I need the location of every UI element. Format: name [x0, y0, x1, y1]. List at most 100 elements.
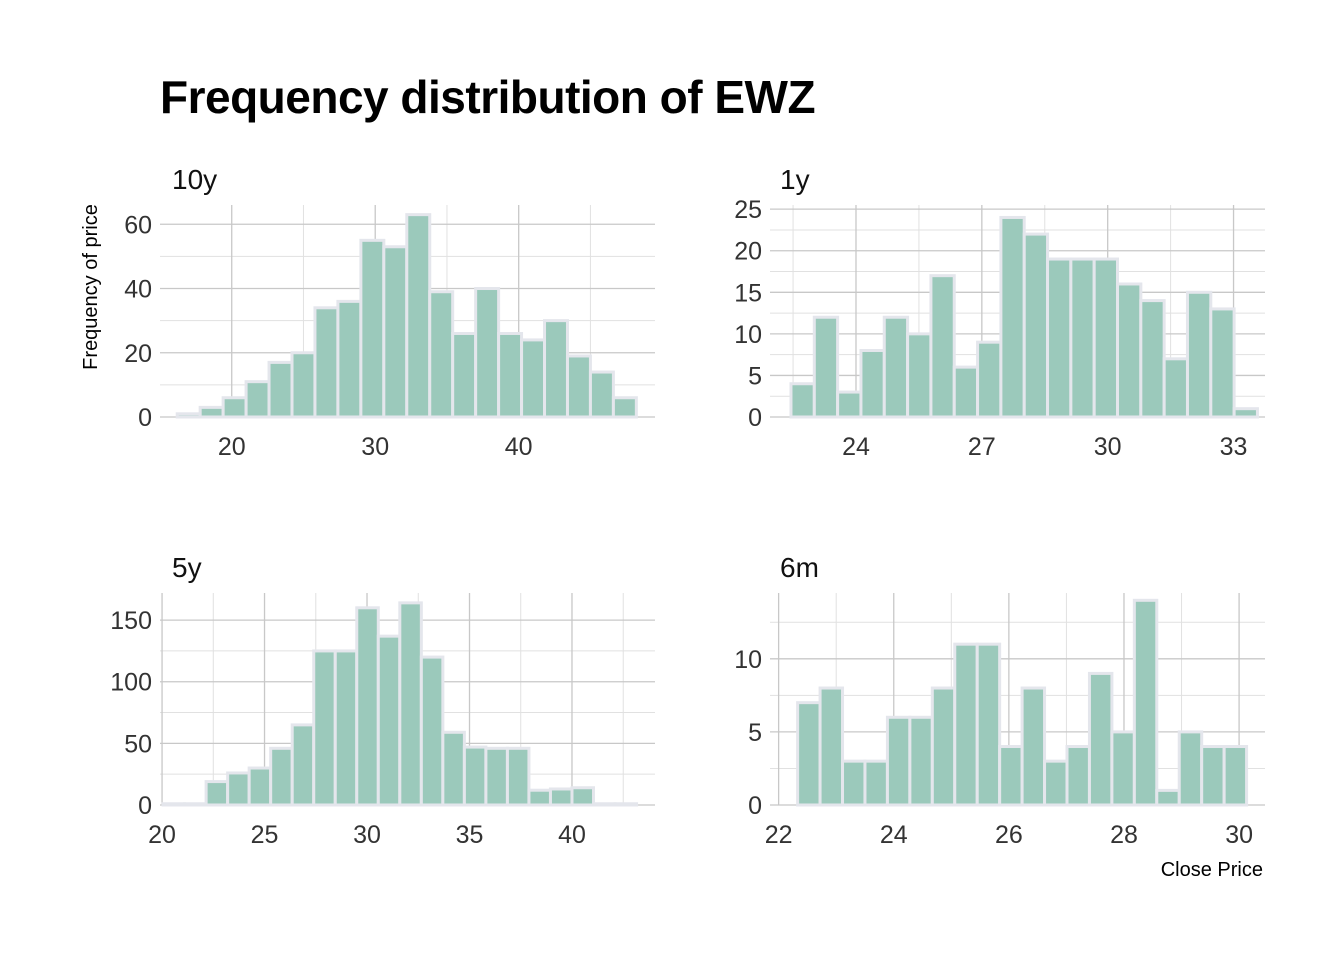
panel-title: 6m: [780, 552, 819, 583]
histogram-bar: [548, 787, 574, 807]
histogram-bar: [419, 655, 445, 807]
histogram-bar: [841, 759, 867, 807]
panel-title: 5y: [172, 552, 202, 583]
histogram-bar: [1110, 730, 1136, 807]
histogram-bar: [267, 360, 294, 419]
y-tick-label: 10: [734, 646, 762, 674]
histogram-bar: [818, 686, 845, 807]
x-tick-label: 24: [842, 433, 870, 461]
histogram-bar: [859, 348, 886, 419]
histogram-bar: [161, 802, 187, 807]
histogram-bar: [812, 315, 840, 419]
histogram-bar: [398, 601, 423, 807]
histogram-bar: [405, 213, 432, 419]
histogram-bar: [441, 730, 466, 807]
x-tick-label: 33: [1220, 433, 1248, 461]
histogram-bar: [1162, 357, 1189, 419]
panel-5y: 0 50 100 150 20 25 30 35 40 5y: [110, 552, 655, 849]
panel-10y: 0 20 40 60 20 30 40 10y: [124, 164, 655, 461]
histogram-bar: [505, 746, 531, 807]
histogram-bar: [247, 766, 273, 807]
x-axis-title: Close Price: [1161, 859, 1263, 881]
histogram-bar: [1200, 745, 1226, 807]
histogram-bar: [355, 606, 380, 807]
histogram-bar: [1177, 730, 1204, 807]
chart-title: Frequency distribution of EWZ: [160, 71, 816, 123]
y-tick-label: 5: [748, 362, 762, 390]
histogram-bar: [882, 315, 910, 419]
x-tick-label: 35: [456, 821, 484, 849]
histogram-bar: [789, 382, 816, 419]
histogram-bar: [527, 788, 552, 807]
histogram-bar: [183, 802, 208, 807]
histogram-bar: [953, 642, 979, 807]
histogram-bar: [796, 701, 822, 807]
histogram-bar: [1092, 257, 1120, 419]
x-tick-label: 20: [218, 433, 246, 461]
y-tick-label: 25: [734, 196, 762, 224]
histogram-bar: [451, 331, 478, 419]
panel-1y: 0 5 10 15 20 25 24 27 30 33 1y: [734, 164, 1265, 461]
histogram-bar: [520, 338, 547, 419]
y-tick-label: 150: [110, 607, 152, 635]
histogram-bar: [570, 786, 596, 807]
y-tick-label: 100: [110, 669, 152, 697]
histogram-bar: [999, 215, 1026, 419]
histogram-bar: [613, 802, 639, 807]
histogram-bar: [226, 771, 251, 807]
x-tick-label: 40: [505, 433, 533, 461]
panel-6m: 0 5 10 22 24 26 28 30 6m: [734, 552, 1265, 849]
histogram-bar: [1155, 788, 1181, 807]
histogram-bar: [198, 405, 225, 419]
histogram-bar: [1065, 745, 1091, 807]
histogram-bar: [336, 299, 363, 419]
histogram-bar: [333, 649, 359, 807]
histogram-bar: [1139, 299, 1166, 419]
histogram-bar: [952, 365, 980, 419]
histogram-bar: [929, 274, 956, 419]
histogram-bar: [975, 642, 1002, 807]
histogram-bar: [588, 370, 615, 419]
histogram-bar: [885, 715, 912, 807]
histogram-bar: [428, 290, 455, 419]
histogram-bar: [565, 354, 592, 419]
histogram-bar: [462, 745, 488, 807]
y-tick-label: 50: [124, 730, 152, 758]
histogram-bar: [908, 715, 934, 807]
panel-title: 10y: [172, 164, 217, 195]
histogram-bar: [359, 238, 386, 419]
x-tick-label: 25: [251, 821, 279, 849]
y-tick-label: 0: [138, 792, 152, 820]
histogram-bar: [382, 245, 409, 419]
panel-title: 1y: [780, 164, 810, 195]
histogram-bar: [592, 802, 617, 807]
histogram-bar: [1222, 745, 1249, 807]
x-tick-label: 20: [148, 821, 176, 849]
histogram-bar: [543, 319, 569, 419]
histogram-bar: [1116, 282, 1143, 419]
y-tick-label: 0: [748, 792, 762, 820]
y-tick-label: 10: [734, 321, 762, 349]
histogram-bar: [611, 396, 638, 419]
histogram-bar: [290, 351, 317, 419]
histogram-bar: [998, 745, 1024, 807]
histogram-bar: [474, 287, 501, 419]
histogram-bar: [836, 390, 863, 419]
histogram-bar: [313, 306, 340, 419]
y-tick-label: 15: [734, 279, 762, 307]
histogram-bar: [863, 759, 889, 807]
y-tick-label: 60: [124, 211, 152, 239]
histogram-bar: [1046, 257, 1073, 419]
histogram-bar: [1022, 232, 1050, 419]
x-tick-label: 30: [1094, 433, 1122, 461]
x-tick-label: 28: [1110, 821, 1138, 849]
y-tick-label: 5: [748, 719, 762, 747]
x-tick-label: 30: [1225, 821, 1253, 849]
histogram-bar: [1185, 290, 1213, 419]
x-tick-label: 22: [765, 821, 793, 849]
histogram-bar: [1132, 598, 1159, 807]
y-tick-label: 20: [734, 238, 762, 266]
x-tick-label: 30: [361, 433, 389, 461]
histogram-bar: [1020, 686, 1047, 807]
